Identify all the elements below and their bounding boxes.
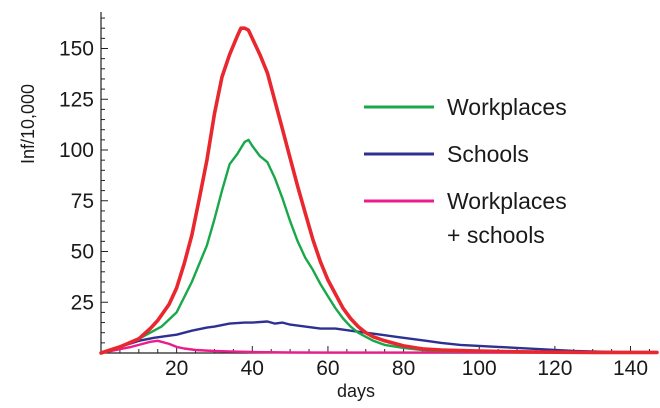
x-tick-label-120: 120 bbox=[537, 357, 572, 380]
x-tick-label-40: 40 bbox=[241, 357, 264, 380]
x-tick-label-100: 100 bbox=[462, 357, 497, 380]
x-axis-title: days bbox=[337, 381, 375, 401]
legend-label-schools: Schools bbox=[447, 141, 529, 167]
y-tick-label-75: 75 bbox=[71, 190, 94, 213]
y-tick-label-25: 25 bbox=[71, 291, 94, 314]
series-line-workplaces-schools bbox=[99, 339, 659, 355]
series-lines bbox=[99, 26, 659, 355]
legend-label-workplaces-schools: Workplaces + schools bbox=[447, 188, 567, 248]
series-line-schools bbox=[99, 320, 659, 355]
series-line-workplaces bbox=[99, 138, 659, 355]
y-axis-title: Inf/10,000 bbox=[18, 84, 38, 164]
axes: 25 50 75 100 125 150 20 40 60 80 100 120 140 bbox=[59, 12, 657, 380]
y-tick-label-50: 50 bbox=[71, 241, 94, 264]
y-tick-label-150: 150 bbox=[59, 38, 94, 61]
x-tick-label-20: 20 bbox=[165, 357, 188, 380]
y-tick-label-125: 125 bbox=[59, 88, 94, 111]
legend: Workplaces Schools Workplaces + schools bbox=[364, 94, 567, 248]
y-tick-label-100: 100 bbox=[59, 139, 94, 162]
legend-label-workplaces: Workplaces bbox=[447, 94, 567, 120]
series-line-total bbox=[99, 26, 659, 355]
x-tick-label-80: 80 bbox=[392, 357, 415, 380]
x-tick-label-140: 140 bbox=[613, 357, 648, 380]
x-tick-label-60: 60 bbox=[316, 357, 339, 380]
